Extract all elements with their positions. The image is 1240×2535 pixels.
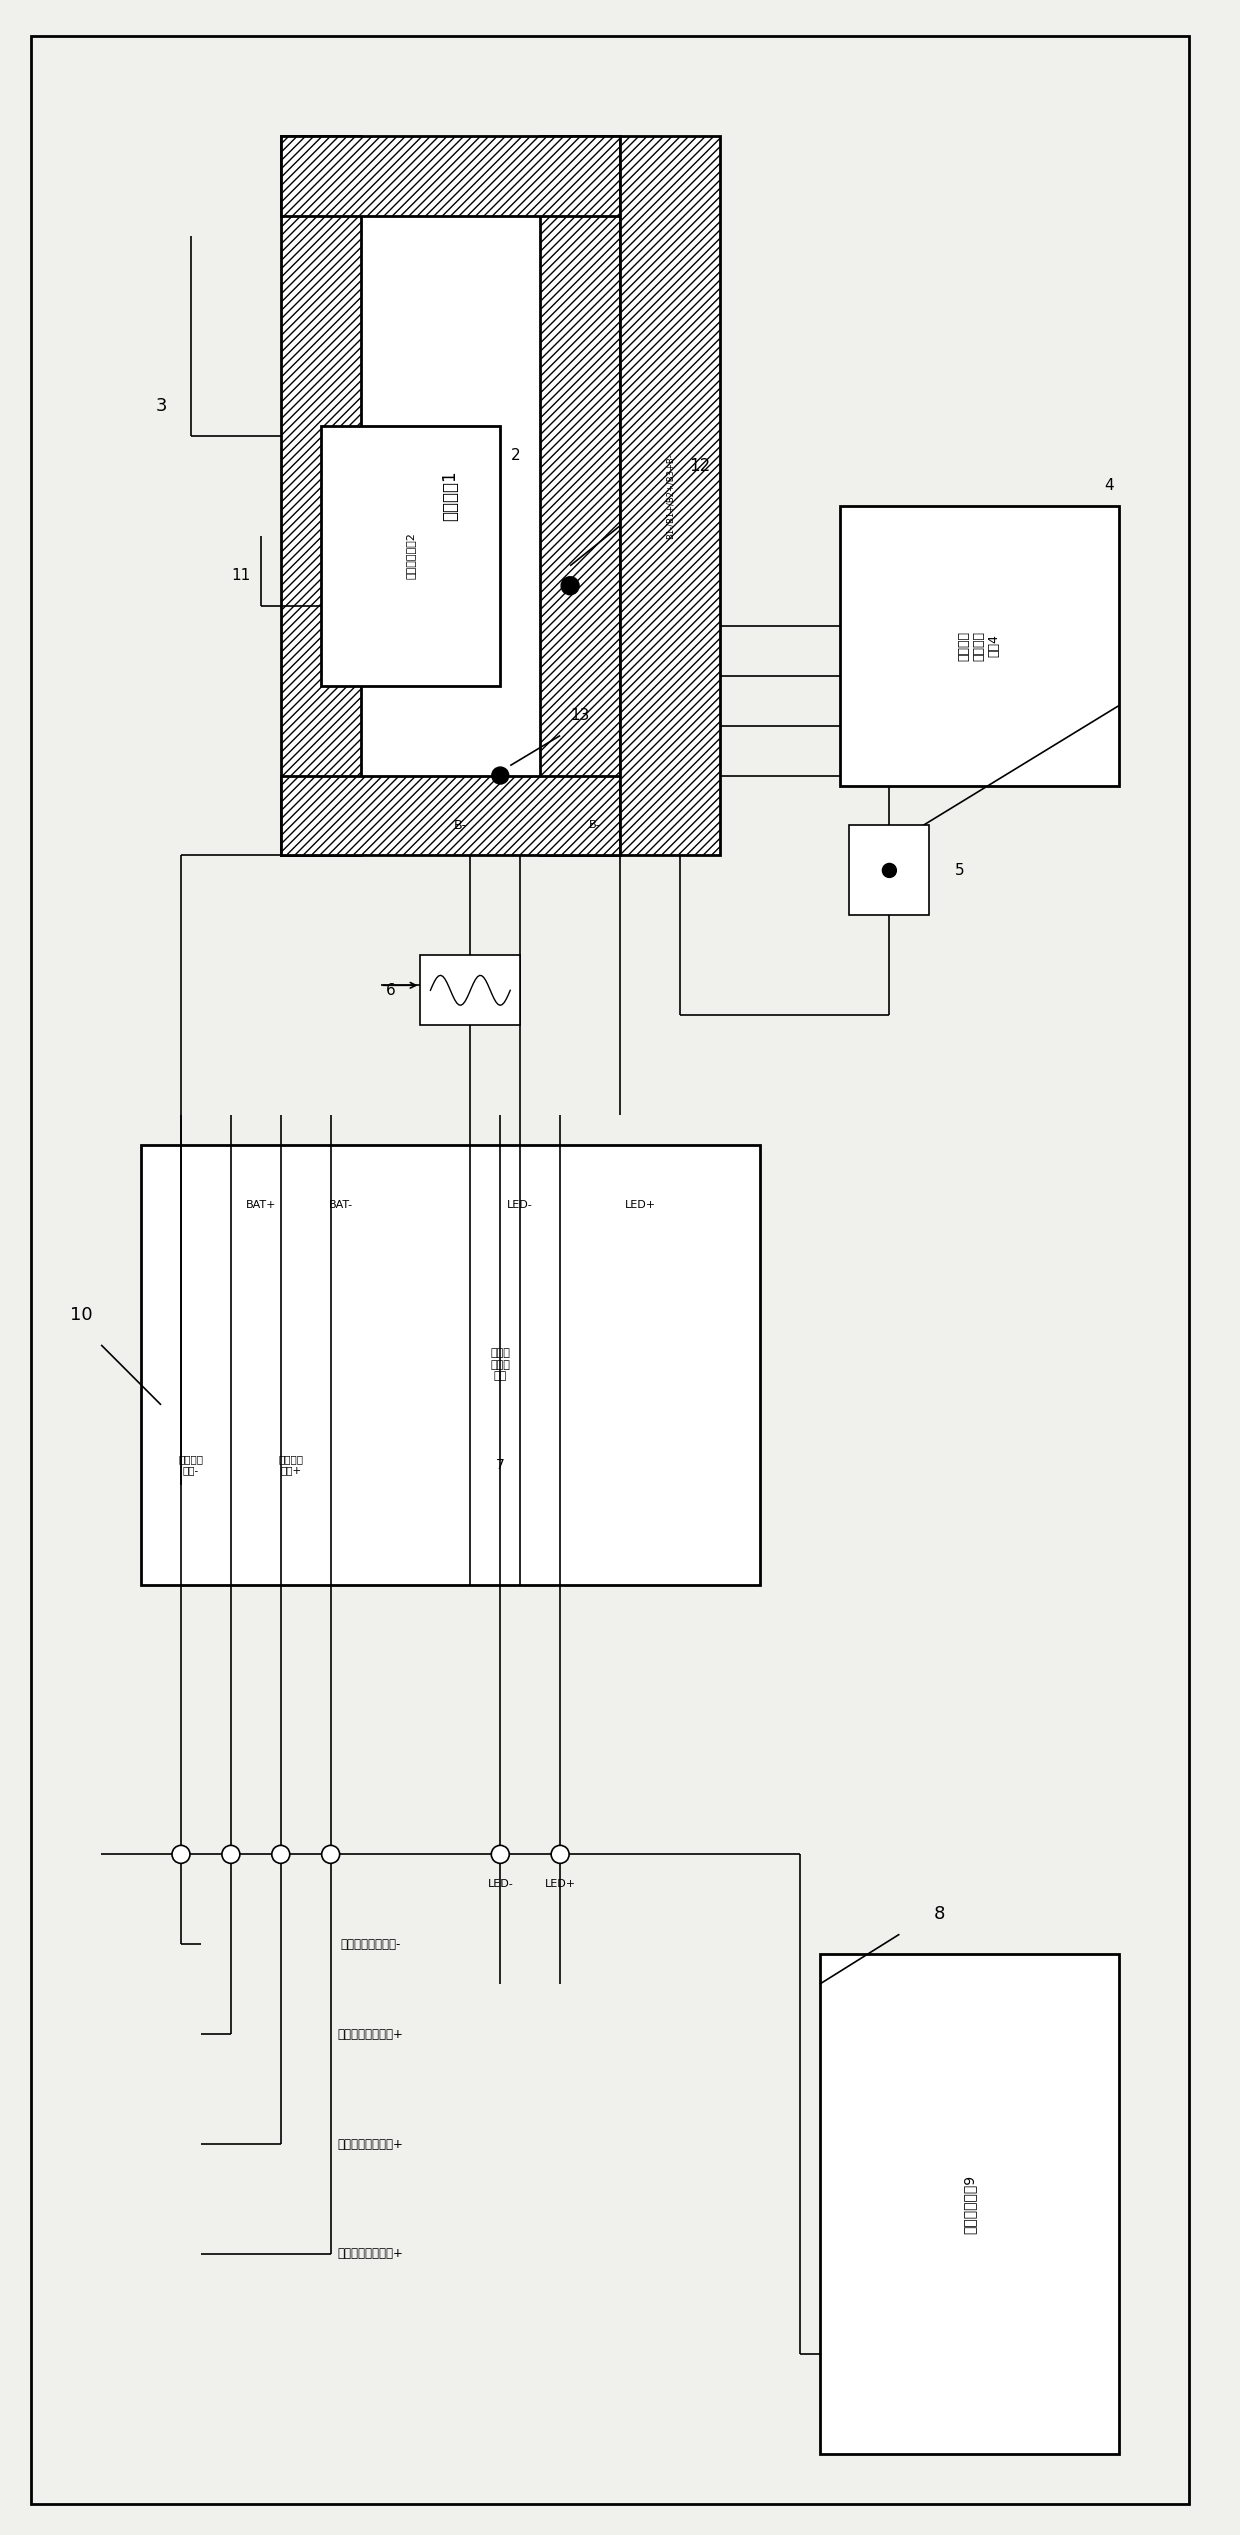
- Text: BAT+: BAT+: [246, 1199, 277, 1209]
- Circle shape: [551, 1845, 569, 1863]
- Text: 12: 12: [689, 456, 711, 474]
- Bar: [141, 1146, 760, 1584]
- Circle shape: [491, 1845, 510, 1863]
- Text: 3: 3: [155, 398, 167, 416]
- Circle shape: [172, 1845, 190, 1863]
- Text: 太阳能电池板9: 太阳能电池板9: [962, 2175, 976, 2233]
- Text: 13: 13: [570, 707, 590, 722]
- Text: LED-: LED-: [487, 1878, 513, 1889]
- Circle shape: [272, 1845, 290, 1863]
- Bar: [620, 137, 719, 854]
- Text: B1-/B1+/B2+/B3+B-: B1-/B1+/B2+/B3+B-: [666, 454, 675, 540]
- Text: 7: 7: [496, 1458, 505, 1473]
- Bar: [541, 137, 620, 854]
- Text: 电池管理系统2: 电池管理系统2: [405, 532, 415, 578]
- Text: 8: 8: [934, 1906, 945, 1924]
- Text: 5: 5: [955, 862, 963, 877]
- Bar: [820, 1954, 1118, 2454]
- Text: 太阳能板加热部分+: 太阳能板加热部分+: [337, 2249, 403, 2261]
- Text: 太阳能板加热部分+: 太阳能板加热部分+: [337, 2137, 403, 2150]
- Text: B-: B-: [589, 821, 600, 831]
- Text: 太阳能
充电控
制器: 太阳能 充电控 制器: [490, 1349, 510, 1382]
- Text: LED-: LED-: [507, 1199, 533, 1209]
- Text: 2: 2: [511, 449, 520, 464]
- Text: 储电池组
充电管理
系统4: 储电池组 充电管理 系统4: [957, 631, 1001, 662]
- Bar: [280, 776, 620, 854]
- Bar: [849, 826, 929, 915]
- Text: 光照度传
感器+: 光照度传 感器+: [278, 1455, 304, 1475]
- Text: LED+: LED+: [625, 1199, 656, 1209]
- Text: 6: 6: [386, 984, 396, 999]
- Bar: [839, 507, 1118, 786]
- Text: 太阳能板充电部分+: 太阳能板充电部分+: [337, 2028, 403, 2041]
- Circle shape: [222, 1845, 239, 1863]
- Bar: [280, 137, 361, 854]
- Text: LED+: LED+: [544, 1878, 575, 1889]
- Text: 太阳能板充电部分-: 太阳能板充电部分-: [340, 1937, 401, 1952]
- Bar: [361, 215, 541, 776]
- Circle shape: [321, 1845, 340, 1863]
- Bar: [280, 137, 620, 215]
- Circle shape: [562, 578, 579, 596]
- Bar: [321, 426, 500, 684]
- Text: 光照度传
感器-: 光照度传 感器-: [179, 1455, 203, 1475]
- Text: 储电池组1: 储电池组1: [441, 472, 459, 522]
- Text: 4: 4: [1104, 479, 1114, 494]
- Circle shape: [883, 864, 897, 877]
- Text: BAT-: BAT-: [329, 1199, 352, 1209]
- Circle shape: [492, 768, 508, 783]
- Bar: [420, 956, 521, 1024]
- Text: B-: B-: [454, 819, 467, 831]
- Text: 11: 11: [231, 568, 250, 583]
- Text: 10: 10: [69, 1306, 93, 1323]
